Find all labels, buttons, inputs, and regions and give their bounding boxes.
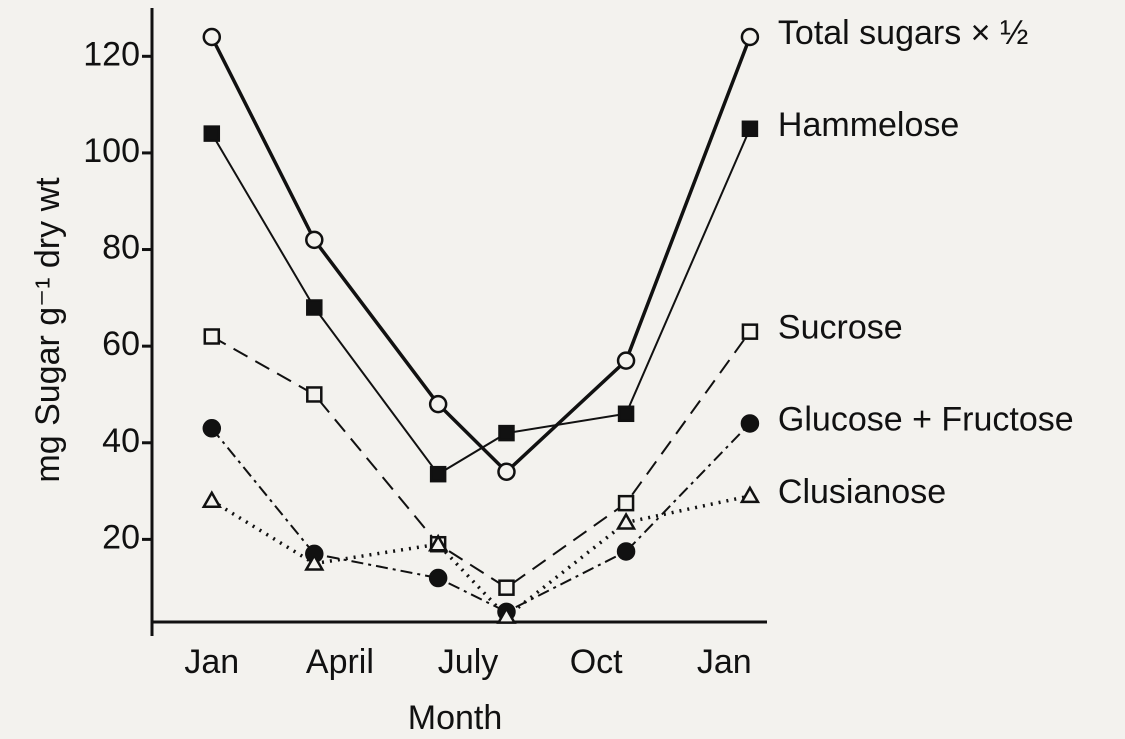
marker xyxy=(616,542,636,561)
legend-label: Glucose + Fructose xyxy=(778,400,1074,438)
y-tick-label: 60 xyxy=(102,325,140,363)
legend-label: Hammelose xyxy=(778,106,959,144)
series-line xyxy=(210,36,752,475)
marker xyxy=(429,465,447,483)
marker xyxy=(428,568,448,588)
y-tick-label: 120 xyxy=(83,35,140,73)
legend-label: Total sugars × ½ xyxy=(778,14,1028,52)
marker xyxy=(306,386,323,403)
marker xyxy=(202,27,222,47)
legend-label: Clusianose xyxy=(778,473,946,511)
marker xyxy=(617,494,635,512)
x-tick-label: Oct xyxy=(570,643,623,681)
marker xyxy=(741,323,759,340)
marker xyxy=(305,230,324,250)
marker xyxy=(616,351,636,370)
marker xyxy=(740,414,760,433)
marker xyxy=(741,120,759,138)
marker xyxy=(617,405,635,423)
marker xyxy=(498,579,515,596)
y-tick-label: 80 xyxy=(102,229,140,267)
marker xyxy=(497,462,516,482)
marker xyxy=(304,553,325,571)
y-tick-label: 100 xyxy=(83,132,140,170)
marker xyxy=(740,27,760,47)
x-tick-label: Jan xyxy=(184,643,239,681)
marker xyxy=(615,511,637,530)
x-axis-label: Month xyxy=(408,699,503,737)
series-line xyxy=(211,422,751,613)
marker xyxy=(427,533,449,552)
marker xyxy=(306,299,323,316)
y-tick-label: 20 xyxy=(102,518,140,556)
x-tick-label: April xyxy=(306,643,374,681)
marker xyxy=(498,424,515,442)
marker xyxy=(202,419,222,438)
x-tick-label: Jan xyxy=(697,643,752,681)
y-axis-label: mg Sugar g⁻¹ dry wt xyxy=(29,177,67,483)
marker xyxy=(496,606,517,624)
series-line xyxy=(210,128,751,476)
marker xyxy=(203,125,221,142)
marker xyxy=(201,490,222,508)
x-tick-label: July xyxy=(438,643,498,681)
legend-label: Sucrose xyxy=(778,309,903,347)
series-line xyxy=(211,331,751,589)
marker xyxy=(428,394,448,414)
marker xyxy=(203,328,221,345)
y-tick-label: 40 xyxy=(102,422,140,460)
marker xyxy=(739,485,761,504)
